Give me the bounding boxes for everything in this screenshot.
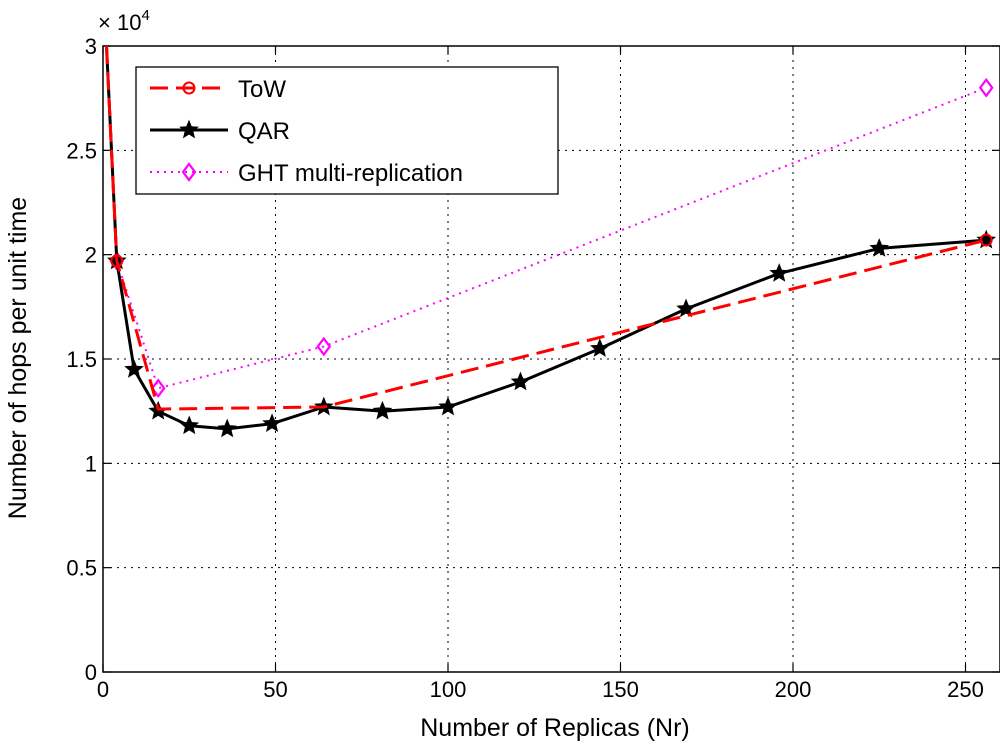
legend-label-ght-multi-replication: GHT multi-replication — [238, 160, 463, 187]
data-point-qar — [179, 415, 200, 435]
data-point-qar — [510, 371, 531, 391]
x-tick-label: 150 — [602, 677, 639, 702]
data-point-qar — [438, 396, 458, 416]
x-tick-label: 50 — [263, 677, 287, 702]
data-point-ght-multi-replication — [316, 336, 332, 357]
x-tick-label: 250 — [947, 677, 984, 702]
data-point-qar — [769, 263, 790, 282]
data-point-ght-multi-replication — [978, 77, 994, 98]
data-point-qar — [217, 418, 238, 438]
x-axis-title: Number of Replicas (Nr) — [420, 714, 690, 742]
legend-marker-qar — [179, 119, 199, 139]
y-tick-label: 0.5 — [66, 556, 97, 581]
x-tick-label: 100 — [430, 677, 467, 702]
y-axis-multiplier: × 104 — [98, 7, 150, 35]
legend-label-tow: ToW — [238, 76, 286, 103]
data-point-qar — [262, 413, 282, 433]
series-layer — [105, 45, 997, 438]
y-tick-label: 3 — [85, 34, 97, 59]
y-tick-label: 2 — [85, 243, 97, 268]
y-tick-label: 2.5 — [66, 138, 97, 163]
data-point-tow — [979, 233, 993, 247]
series-line-ght-multi-replication — [105, 45, 987, 390]
series-line-tow — [105, 45, 987, 411]
data-point-qar — [676, 298, 696, 318]
y-tick-label: 1 — [85, 451, 97, 476]
legend-marker-ght-multi-replication — [181, 162, 197, 182]
y-tick-label: 0 — [85, 660, 97, 685]
data-point-qar — [372, 400, 393, 420]
legend-label-qar: QAR — [238, 118, 290, 145]
x-tick-label: 200 — [775, 677, 812, 702]
legend-marker-tow — [182, 81, 196, 95]
x-tick-label: 0 — [97, 677, 109, 702]
data-point-qar — [589, 338, 610, 357]
y-tick-label: 1.5 — [66, 347, 97, 372]
y-axis-title: Number of hops per unit time — [4, 197, 32, 519]
data-point-qar — [124, 359, 144, 378]
legend: ToW QAR GHT multi-replication — [135, 66, 559, 195]
ticks-layer: 0 50 100 150 200 250 0 0.5 1 1.5 2 2.5 3 — [66, 34, 1000, 702]
data-point-tow — [110, 254, 124, 268]
data-point-ght-multi-replication — [150, 378, 166, 399]
data-point-qar — [869, 238, 890, 257]
series-line-qar — [105, 45, 987, 431]
